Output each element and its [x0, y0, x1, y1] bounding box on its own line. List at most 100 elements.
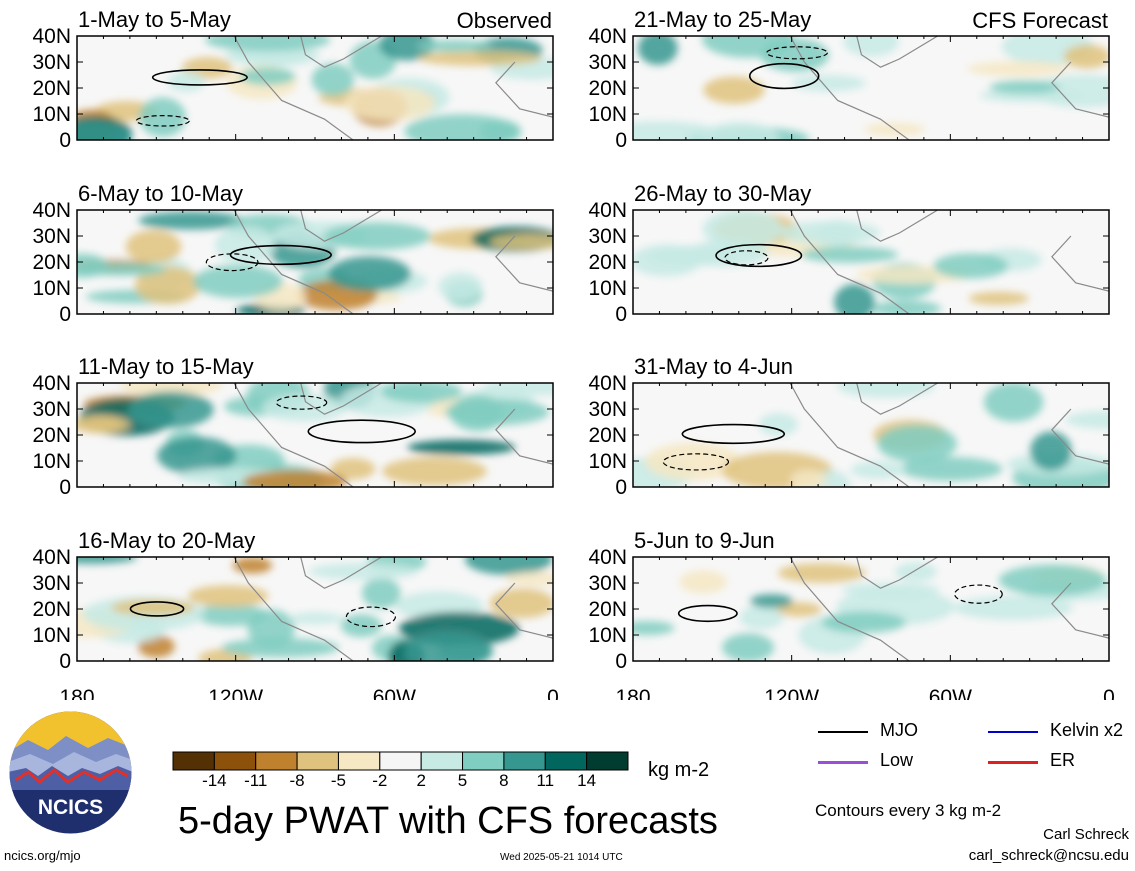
lat-tick-label: 20N: [588, 598, 627, 621]
lat-tick-label: 10N: [588, 450, 627, 473]
lat-tick-label: 10N: [32, 103, 71, 126]
legend-label: Low: [880, 750, 914, 770]
colorbar-label: 2: [416, 771, 426, 790]
lon-tick-label: 180: [615, 686, 650, 700]
colorbar-swatch: [586, 751, 629, 771]
map-panel: 40N 30N 20N 10N 0 5-Jun to 9-Jun: [588, 528, 1110, 673]
lat-tick-label: 0: [59, 129, 71, 152]
lat-tick-label: 40N: [588, 25, 627, 48]
lat-tick-label: 20N: [588, 424, 627, 447]
lat-tick-label: 30N: [588, 398, 627, 421]
lat-tick-label: 0: [615, 303, 627, 326]
legend-line-swatch: [818, 731, 868, 733]
lat-tick-label: 10N: [588, 624, 627, 647]
panel-title: 5-Jun to 9-Jun: [634, 528, 775, 553]
map-panels: 40N 30N 20N 10N 0 1-May to 5-May Observed 40N 30…: [32, 7, 1115, 700]
colorbar-label: -2: [372, 771, 388, 790]
lat-tick-label: 40N: [32, 199, 71, 222]
panel-title: 1-May to 5-May: [78, 7, 231, 32]
lat-tick-label: 40N: [32, 372, 71, 395]
colorbar-label: -5: [330, 771, 347, 790]
panel-title: 31-May to 4-Jun: [634, 354, 793, 379]
map-panel: 40N 30N 20N 10N 0 16-May to 20-May: [32, 528, 554, 673]
colorbar-label: 14: [577, 771, 597, 790]
lat-tick-label: 40N: [588, 372, 627, 395]
lon-tick-label: 60W: [373, 686, 416, 700]
map-panel: 40N 30N 20N 10N 0 31-May to 4-Jun: [588, 354, 1110, 499]
lat-tick-label: 10N: [588, 277, 627, 300]
lat-tick-label: 0: [615, 129, 627, 152]
legend-label: Kelvin x2: [1050, 720, 1124, 740]
lat-tick-label: 20N: [32, 424, 71, 447]
panel-title: 21-May to 25-May: [634, 7, 811, 32]
lat-tick-label: 40N: [32, 546, 71, 569]
panel-title: 26-May to 30-May: [634, 181, 811, 206]
colorbar-swatch: [296, 751, 339, 771]
colorbar-label: 5: [457, 771, 468, 790]
lat-tick-label: 20N: [32, 598, 71, 621]
legend-label: MJO: [880, 720, 918, 740]
lon-tick-label: 0: [1103, 686, 1115, 700]
lat-tick-label: 30N: [588, 225, 627, 248]
figure-title: 5-day PWAT with CFS forecasts: [178, 800, 718, 842]
colorbar-label: 8: [499, 771, 509, 790]
legend-line-swatch: [988, 731, 1038, 733]
panel-title: 11-May to 15-May: [78, 354, 254, 379]
colorbar-units: kg m-2: [648, 759, 710, 781]
lat-tick-label: 0: [59, 476, 71, 499]
lat-tick-label: 30N: [588, 572, 627, 595]
lat-tick-label: 0: [59, 650, 71, 673]
lat-tick-label: 30N: [32, 225, 71, 248]
colorbar-swatch: [503, 751, 546, 771]
lat-tick-label: 0: [615, 650, 627, 673]
colorbar-label: -14: [202, 771, 227, 790]
lat-tick-label: 20N: [32, 77, 71, 100]
panel-title: 6-May to 10-May: [78, 181, 243, 206]
lat-tick-label: 10N: [32, 624, 71, 647]
lat-tick-label: 20N: [588, 77, 627, 100]
lat-tick-label: 10N: [32, 450, 71, 473]
colorbar-swatch: [213, 751, 257, 771]
colorbar-label: -8: [289, 771, 305, 790]
lat-tick-label: 40N: [588, 199, 627, 222]
site-url[interactable]: ncics.org/mjo: [4, 848, 81, 863]
lat-tick-label: 30N: [588, 51, 627, 74]
map-panel: 40N 30N 20N 10N 0 1-May to 5-May Observed: [32, 7, 554, 152]
timestamp: Wed 2025-05-21 1014 UTC: [500, 852, 623, 863]
lon-tick-label: 0: [547, 686, 559, 700]
lat-tick-label: 30N: [32, 51, 71, 74]
lat-tick-label: 10N: [32, 277, 71, 300]
lat-tick-label: 0: [59, 303, 71, 326]
panel-tag: Observed: [457, 8, 552, 33]
panel-title: 16-May to 20-May: [78, 528, 255, 553]
lon-tick-label: 120W: [764, 686, 819, 700]
colorbar: [172, 751, 629, 771]
legend-label: ER: [1050, 750, 1076, 770]
colorbar-label: -11: [244, 771, 268, 790]
map-panel: 40N 30N 20N 10N 0 6-May to 10-May: [32, 181, 554, 326]
colorbar-swatch: [544, 751, 588, 771]
map-panel: 40N 30N 20N 10N 0 11-May to 15-May: [32, 354, 554, 499]
lat-tick-label: 30N: [32, 572, 71, 595]
logo-text: NCICS: [38, 796, 103, 819]
ncics-logo: NCICS: [8, 710, 133, 835]
lon-tick-label: 180: [59, 686, 94, 700]
legend-line-swatch: [818, 761, 868, 764]
lon-tick-label: 60W: [929, 686, 972, 700]
colorbar-swatch: [172, 751, 215, 771]
author-email: carl_schreck@ncsu.edu: [968, 847, 1129, 864]
map-panel: 40N 30N 20N 10N 0 21-May to 25-May CFS Forecas…: [588, 7, 1110, 152]
colorbar-swatch: [255, 751, 298, 771]
colorbar-label: 11: [536, 771, 555, 790]
colorbar-swatch: [462, 751, 505, 771]
contour-note: Contours every 3 kg m-2: [815, 801, 1002, 820]
colorbar-swatch: [379, 751, 422, 771]
legend-line-swatch: [988, 761, 1038, 764]
colorbar-swatch: [337, 751, 381, 771]
map-panel: 40N 30N 20N 10N 0 26-May to 30-May: [588, 181, 1110, 326]
lon-tick-label: 120W: [208, 686, 263, 700]
lat-tick-label: 30N: [32, 398, 71, 421]
lat-tick-label: 40N: [588, 546, 627, 569]
lat-tick-label: 20N: [588, 251, 627, 274]
lat-tick-label: 10N: [588, 103, 627, 126]
